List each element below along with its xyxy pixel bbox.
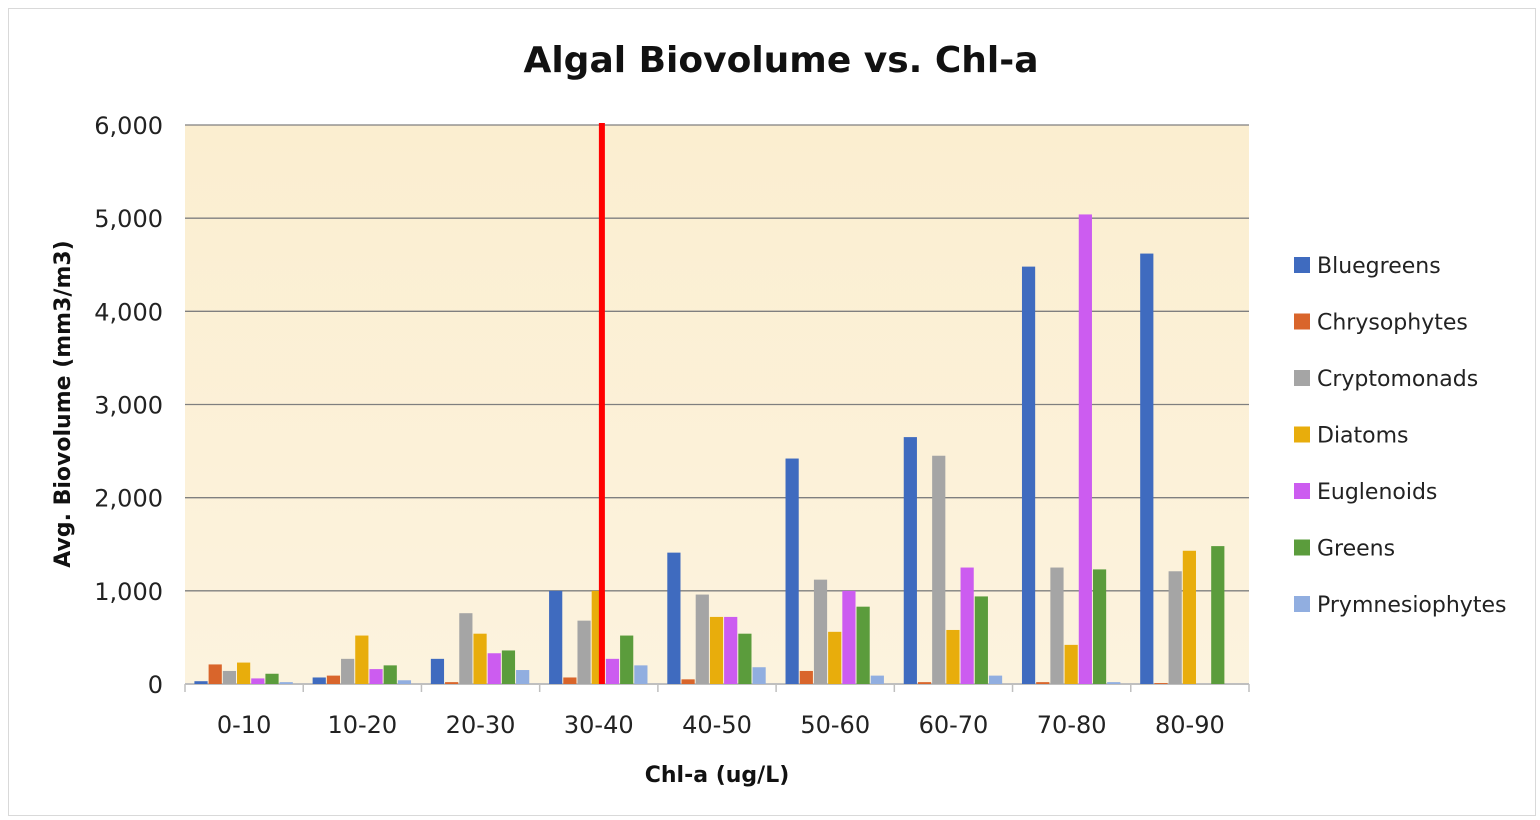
- legend-label: Diatoms: [1317, 424, 1409, 449]
- legend-label: Greens: [1317, 537, 1395, 562]
- bar-greens: [1092, 569, 1107, 684]
- bar-chrysophytes: [799, 670, 813, 684]
- bar-bluegreens: [903, 437, 917, 684]
- bar-greens: [1211, 546, 1225, 684]
- bar-cryptomonads: [1168, 571, 1182, 684]
- bar-euglenoids: [724, 616, 738, 684]
- bar-diatoms: [1182, 550, 1196, 684]
- bar-chrysophytes: [1154, 683, 1168, 684]
- bar-bluegreens: [312, 677, 326, 684]
- y-tick-label: 6,000: [94, 112, 163, 140]
- legend-swatch: [1294, 483, 1310, 499]
- chart-title: Algal Biovolume vs. Chl-a: [523, 40, 1038, 81]
- bar-cryptomonads: [695, 594, 709, 684]
- bar-prymnesiophytes: [279, 682, 293, 684]
- x-tick-label: 10-20: [327, 711, 397, 739]
- bar-cryptomonads: [341, 658, 355, 684]
- bar-bluegreens: [1140, 253, 1154, 684]
- bar-chrysophytes: [445, 682, 459, 684]
- gridlines: [185, 124, 1249, 685]
- bar-chrysophytes: [1036, 682, 1050, 684]
- bar-greens: [265, 673, 279, 684]
- bar-euglenoids: [605, 658, 620, 684]
- bar-cryptomonads: [577, 620, 591, 684]
- legend-swatch: [1294, 426, 1310, 443]
- bar-bluegreens: [549, 590, 563, 684]
- bar-chrysophytes: [208, 664, 222, 684]
- x-tick-label: 30-40: [564, 711, 634, 739]
- bar-bluegreens: [667, 552, 681, 684]
- x-tick-label: 80-90: [1155, 711, 1225, 739]
- y-tick-label: 5,000: [94, 205, 163, 233]
- bars: [194, 214, 1225, 684]
- bar-bluegreens: [785, 458, 799, 684]
- bar-prymnesiophytes: [1107, 682, 1121, 684]
- bar-prymnesiophytes: [634, 665, 648, 684]
- bar-euglenoids: [487, 653, 501, 684]
- bar-greens: [974, 596, 988, 684]
- bar-diatoms: [355, 635, 369, 684]
- bar-cryptomonads: [932, 455, 946, 684]
- legend-swatch: [1294, 370, 1310, 386]
- bar-diatoms: [709, 616, 724, 684]
- bar-bluegreens: [430, 658, 445, 684]
- bar-diatoms: [237, 662, 251, 684]
- y-tick-label: 4,000: [94, 298, 163, 326]
- bar-bluegreens: [194, 681, 208, 684]
- x-tick-label: 60-70: [919, 711, 989, 739]
- bar-bluegreens: [1021, 266, 1036, 684]
- bar-euglenoids: [369, 669, 383, 684]
- bar-prymnesiophytes: [870, 675, 884, 684]
- y-axis-label: Avg. Biovolume (mm3/m3): [51, 240, 76, 567]
- bar-prymnesiophytes: [397, 680, 412, 684]
- bar-euglenoids: [251, 678, 265, 684]
- x-tick-label: 40-50: [682, 711, 752, 739]
- legend-label: Cryptomonads: [1317, 367, 1478, 392]
- x-axis-label: Chl-a (ug/L): [645, 763, 790, 788]
- bar-chrysophytes: [563, 677, 577, 684]
- legend: Bluegreens Chrysophytes Cryptomonads Diatom…: [1294, 254, 1506, 618]
- y-tick-label: 0: [148, 671, 163, 699]
- legend-swatch: [1294, 596, 1310, 612]
- bar-chrysophytes: [681, 679, 695, 684]
- bar-greens: [501, 650, 516, 684]
- legend-label: Chrysophytes: [1317, 311, 1468, 336]
- bar-diatoms: [946, 629, 960, 684]
- bar-diatoms: [1064, 644, 1078, 684]
- bar-cryptomonads: [1050, 567, 1064, 684]
- bar-euglenoids: [1078, 214, 1092, 684]
- bar-cryptomonads: [222, 670, 237, 684]
- bar-greens: [738, 633, 752, 684]
- bar-greens: [383, 665, 397, 684]
- bar-cryptomonads: [459, 613, 473, 684]
- legend-swatch: [1294, 257, 1310, 273]
- bar-chrysophytes: [326, 675, 341, 684]
- legend-swatch: [1294, 539, 1310, 556]
- bar-greens: [620, 635, 634, 684]
- y-tick-label: 1,000: [94, 578, 163, 606]
- x-tick-label: 50-60: [800, 711, 870, 739]
- bar-euglenoids: [960, 567, 974, 684]
- bar-diatoms: [828, 631, 842, 684]
- bar-cryptomonads: [813, 579, 828, 684]
- legend-swatch: [1294, 313, 1310, 330]
- legend-label: Euglenoids: [1317, 480, 1437, 505]
- bar-euglenoids: [842, 590, 856, 684]
- legend-label: Prymnesiophytes: [1317, 593, 1506, 618]
- bar-prymnesiophytes: [752, 667, 766, 684]
- bar-chrysophytes: [917, 682, 932, 684]
- x-axis-ticks: 0-10 10-20 20-30 30-40 40-50 50-60 60-70 70-80 8…: [184, 684, 1250, 739]
- y-tick-label: 2,000: [94, 485, 163, 513]
- x-tick-label: 0-10: [217, 711, 271, 739]
- bar-prymnesiophytes: [516, 670, 530, 684]
- bar-diatoms: [473, 633, 487, 684]
- y-axis-ticks: 0 1,000 2,000 3,000 4,000 5,000 6,000: [94, 112, 163, 699]
- bar-prymnesiophytes: [988, 675, 1003, 684]
- x-tick-label: 20-30: [446, 711, 516, 739]
- legend-label: Bluegreens: [1317, 254, 1441, 279]
- y-tick-label: 3,000: [94, 392, 163, 420]
- bar-greens: [856, 606, 870, 684]
- x-tick-label: 70-80: [1037, 711, 1107, 739]
